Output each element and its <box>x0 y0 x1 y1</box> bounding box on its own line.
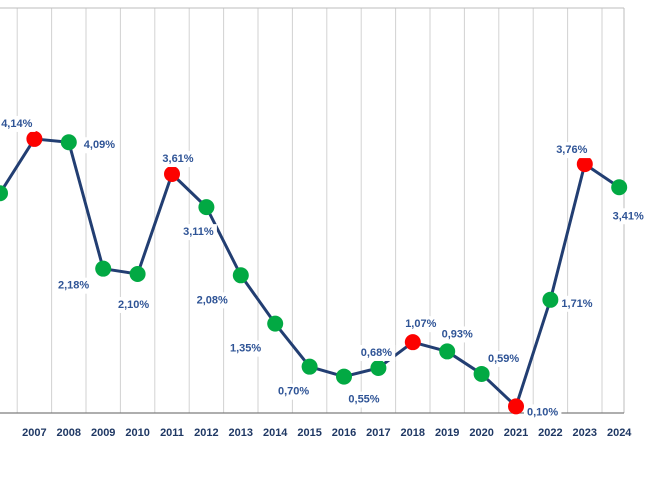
data-label-background <box>0 204 3 221</box>
data-label-text: 0,68% <box>361 347 392 359</box>
data-label-text: 0,70% <box>278 386 309 398</box>
data-point-2022 <box>542 291 559 308</box>
data-point-2013 <box>232 267 249 284</box>
x-tick-label-2014: 2014 <box>263 427 288 439</box>
data-point-2016 <box>336 368 352 385</box>
data-label-text: 3,76% <box>556 144 587 156</box>
data-label-text: 1,71% <box>561 298 592 310</box>
data-label-background <box>180 224 217 241</box>
data-point-2010 <box>129 265 146 282</box>
data-label-2012: 3,11% <box>180 224 217 241</box>
data-label-text: 4,09% <box>84 139 115 151</box>
x-tick-label-2009: 2009 <box>91 427 115 439</box>
data-label-text: 2,08% <box>197 294 228 306</box>
x-tick-label-2010: 2010 <box>125 427 149 439</box>
data-label-text: 2,10% <box>118 299 149 311</box>
data-label-2007: 4,14% <box>0 115 36 132</box>
data-label-text: 3,11% <box>183 226 214 238</box>
data-label-text: 2,18% <box>58 280 89 292</box>
x-tick-label-2017: 2017 <box>366 427 390 439</box>
data-label-background <box>226 340 265 357</box>
data-label-background <box>0 115 36 132</box>
x-tick-label-2018: 2018 <box>401 427 425 439</box>
data-point-2008 <box>60 134 77 151</box>
data-label-text: 3,41% <box>613 210 644 222</box>
data-label-background <box>159 151 197 168</box>
x-tick-label-2019: 2019 <box>435 427 459 439</box>
data-label-background <box>484 350 523 367</box>
data-point-2011 <box>164 166 180 183</box>
x-tick-label-2012: 2012 <box>194 427 218 439</box>
data-label-2015: 0,70% <box>274 383 313 400</box>
markers-group <box>0 130 628 415</box>
data-label-2017: 0,68% <box>357 344 396 361</box>
x-tick-label-2021: 2021 <box>504 427 528 439</box>
data-label-2014: 1,35% <box>226 340 265 357</box>
data-label-2021: 0,10% <box>524 404 562 421</box>
data-point-2020 <box>473 365 490 382</box>
data-label-text: 3,61% <box>162 153 193 165</box>
data-label-2018: 1,07% <box>402 316 440 333</box>
data-label-background <box>402 316 440 333</box>
data-label-background <box>524 404 562 421</box>
x-tick-label-2016: 2016 <box>332 427 356 439</box>
data-point-2014 <box>267 315 284 332</box>
data-label-background <box>357 344 396 361</box>
x-tick-label-2022: 2022 <box>538 427 562 439</box>
data-label-2006: 3,32% <box>0 204 3 221</box>
data-label-background <box>80 137 119 154</box>
data-label-2022: 1,71% <box>558 295 596 312</box>
data-label-background <box>193 292 232 309</box>
data-label-background <box>558 295 596 312</box>
x-tick-labels-group: 2007 2008 2009 2010 2011 2012 2013 2014 2015 2016… <box>22 427 632 439</box>
data-point-2012 <box>198 199 215 216</box>
data-label-text: 1,07% <box>405 318 436 330</box>
data-label-2011: 3,61% <box>159 151 197 168</box>
data-point-2007 <box>26 130 43 147</box>
data-point-2017 <box>370 359 387 376</box>
x-tick-label-2015: 2015 <box>297 427 321 439</box>
data-label-background <box>609 208 648 225</box>
x-tick-label-2020: 2020 <box>469 427 493 439</box>
data-label-background <box>274 383 313 400</box>
data-label-2023: 3,76% <box>553 142 591 159</box>
data-label-background <box>438 326 477 343</box>
data-point-2018 <box>404 334 421 351</box>
data-point-2015 <box>301 358 318 375</box>
data-label-2008: 4,09% <box>80 137 119 154</box>
data-point-2024 <box>611 179 628 196</box>
data-label-text: 0,59% <box>488 353 519 365</box>
data-point-2019 <box>439 343 456 360</box>
x-tick-label-2013: 2013 <box>229 427 253 439</box>
data-label-2010: 2,10% <box>114 296 153 313</box>
data-label-text: 0,93% <box>442 328 473 340</box>
data-label-2020: 0,59% <box>484 350 523 367</box>
data-label-2016: 0,55% <box>345 391 383 408</box>
data-point-2009 <box>95 260 112 277</box>
x-tick-label-2011: 2011 <box>160 427 184 439</box>
data-labels-group: 3,32% 4,14% 4,09% 2,18% 2,10% 3,61% 3,11% 2,08%… <box>0 115 648 421</box>
data-label-2013: 2,08% <box>193 292 232 309</box>
data-label-text: 1,35% <box>230 343 261 355</box>
x-tick-label-2008: 2008 <box>57 427 81 439</box>
data-label-2024: 3,41% <box>609 208 648 225</box>
x-tick-label-2023: 2023 <box>573 427 597 439</box>
data-label-text: 0,55% <box>348 394 379 406</box>
data-label-background <box>345 391 383 408</box>
data-label-background <box>54 277 93 294</box>
data-label-text: 0,10% <box>527 406 558 418</box>
x-tick-label-2007: 2007 <box>22 427 46 439</box>
data-point-2021 <box>508 398 524 415</box>
data-label-background <box>114 296 153 313</box>
data-label-2019: 0,93% <box>438 326 477 343</box>
data-label-background <box>553 142 591 159</box>
data-label-text: 4,14% <box>1 118 32 130</box>
x-tick-label-2024: 2024 <box>607 427 632 439</box>
data-label-2009: 2,18% <box>54 277 93 294</box>
data-point-2023 <box>576 156 593 173</box>
data-point-2006 <box>0 185 8 202</box>
